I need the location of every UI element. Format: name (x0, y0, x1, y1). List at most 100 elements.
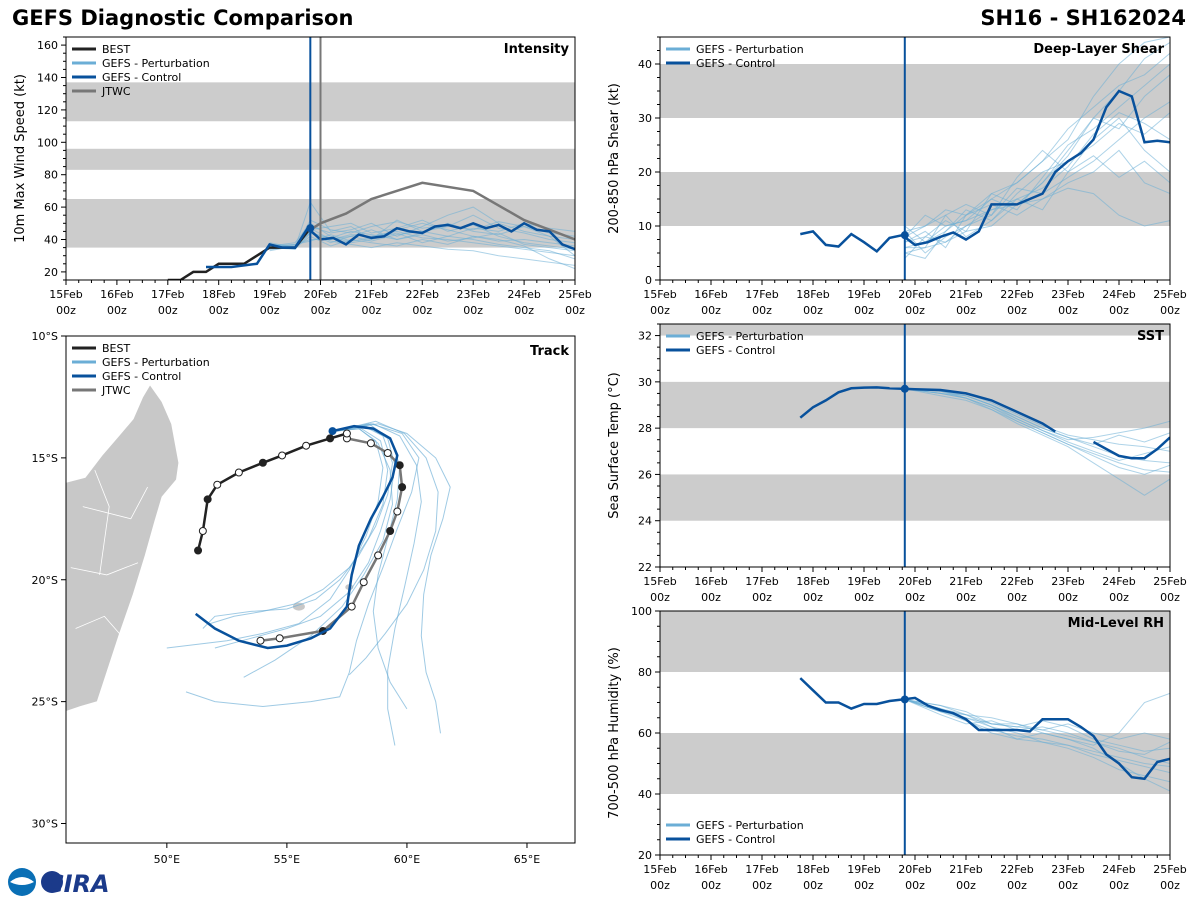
lat-tick-label: 15°S (32, 452, 58, 465)
plot-area (660, 611, 1170, 855)
y-tick-label: 120 (37, 104, 58, 117)
x-tick-label: 18Feb (202, 288, 235, 301)
panel-title: Intensity (504, 42, 570, 57)
x-tick-label: 25Feb (558, 288, 591, 301)
perturbation-line (904, 388, 1170, 496)
x-tick-label: 15Feb (643, 575, 676, 588)
x-tick-hour: 00z (1007, 879, 1027, 892)
admin-boundary (94, 469, 110, 575)
legend-label: GEFS - Control (102, 370, 181, 383)
perturbation-line (904, 699, 1170, 755)
x-tick-label: 22Feb (1000, 575, 1033, 588)
best-track-point (203, 495, 212, 504)
threshold-band (660, 172, 1170, 226)
best-track-point (213, 480, 222, 489)
x-tick-label: 16Feb (100, 288, 133, 301)
x-tick-label: 17Feb (151, 288, 184, 301)
perturbation-track (334, 423, 451, 734)
x-tick-label: 15Feb (49, 288, 82, 301)
x-tick-label: 21Feb (949, 288, 982, 301)
best-track-point (302, 441, 311, 450)
x-tick-hour: 00z (1007, 304, 1027, 317)
y-tick-label: 24 (638, 515, 652, 528)
x-tick-hour: 00z (158, 304, 178, 317)
y-tick-label: 20 (638, 166, 652, 179)
jtwc-track (260, 437, 404, 642)
y-tick-label: 20 (638, 849, 652, 862)
x-tick-hour: 00z (311, 304, 331, 317)
x-tick-label: 20Feb (898, 863, 931, 876)
x-tick-label: 21Feb (949, 863, 982, 876)
perturbation-track (185, 423, 420, 708)
jtwc-track-point (393, 507, 402, 516)
legend-label: GEFS - Perturbation (102, 356, 210, 369)
x-tick-label: 19Feb (847, 575, 880, 588)
x-tick-hour: 00z (956, 879, 976, 892)
x-tick-label: 18Feb (796, 863, 829, 876)
x-tick-label: 24Feb (1102, 575, 1135, 588)
jtwc-track-point (366, 439, 375, 448)
control-line (800, 89, 1170, 254)
map-area (66, 384, 451, 746)
x-tick-label: 17Feb (745, 575, 778, 588)
x-tick-hour: 00z (905, 879, 925, 892)
x-tick-label: 19Feb (847, 863, 880, 876)
y-tick-label: 26 (638, 468, 652, 481)
cira-globe-icon (41, 871, 63, 893)
x-tick-hour: 00z (701, 879, 721, 892)
y-tick-label: 60 (638, 727, 652, 740)
y-axis-label: 10m Max Wind Speed (kt) (13, 74, 28, 243)
best-track (196, 432, 348, 551)
x-tick-label: 17Feb (745, 863, 778, 876)
x-tick-label: 25Feb (1153, 288, 1186, 301)
reunion-island (292, 602, 305, 611)
jtwc-line (307, 181, 575, 241)
y-tick-label: 40 (638, 788, 652, 801)
x-tick-hour: 00z (905, 304, 925, 317)
legend-label: GEFS - Control (696, 344, 775, 357)
x-tick-hour: 00z (1109, 304, 1129, 317)
perturbation-track (209, 428, 389, 625)
jtwc-track-point (347, 602, 356, 611)
y-axis-label: 700-500 hPa Humidity (%) (607, 647, 622, 819)
perturbation-track (214, 425, 396, 649)
madagascar-land (66, 384, 180, 712)
legend-label: GEFS - Control (102, 71, 181, 84)
x-tick-hour: 00z (803, 304, 823, 317)
x-tick-hour: 00z (803, 591, 823, 604)
y-tick-label: 0 (645, 274, 652, 287)
jtwc-track-point (374, 551, 383, 560)
jtwc-track-point (275, 634, 284, 643)
x-tick-hour: 00z (650, 591, 670, 604)
x-tick-label: 19Feb (847, 288, 880, 301)
perturbation-line (904, 112, 1170, 243)
threshold-band (660, 64, 1170, 118)
x-tick-label: 23Feb (1051, 288, 1084, 301)
perturbation-line (269, 222, 575, 270)
control-line (206, 221, 575, 269)
panel-title: Deep-Layer Shear (1033, 42, 1164, 57)
x-tick-hour: 00z (565, 304, 585, 317)
perturbation-line (904, 692, 1170, 746)
perturbation-line (904, 149, 1170, 249)
storm-id: SH16 - SH162024 (980, 6, 1186, 30)
x-tick-label: 16Feb (694, 288, 727, 301)
x-tick-label: 22Feb (1000, 863, 1033, 876)
axes-frame (659, 323, 1171, 568)
perturbation-line (904, 149, 1170, 249)
y-tick-label: 100 (631, 605, 652, 618)
lat-tick-label: 25°S (32, 696, 58, 709)
x-tick-hour: 00z (1160, 591, 1180, 604)
plot-area (660, 324, 1170, 567)
x-tick-label: 20Feb (898, 575, 931, 588)
legend-label: GEFS - Control (696, 57, 775, 70)
map-frame (65, 335, 576, 844)
perturbation-track (334, 423, 422, 746)
lat-tick-label: 20°S (32, 574, 58, 587)
jtwc-track-point (386, 527, 395, 535)
y-tick-label: 60 (44, 201, 58, 214)
x-tick-label: 23Feb (1051, 863, 1084, 876)
panel-sst: 22 24 26 28 30 32 15Feb 00z 16Feb 00z 17Feb 00z 18Fe… (607, 323, 1187, 604)
x-tick-hour: 00z (107, 304, 127, 317)
x-tick-hour: 00z (854, 591, 874, 604)
